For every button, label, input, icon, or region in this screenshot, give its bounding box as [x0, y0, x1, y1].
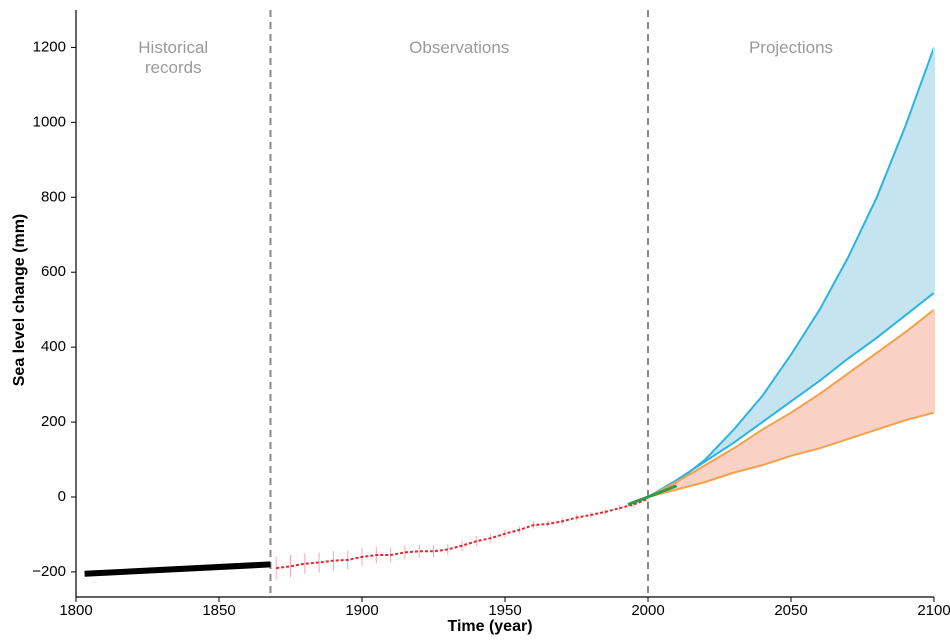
y-tick-label: 1200 — [33, 38, 66, 55]
region-label: Projections — [748, 38, 834, 57]
x-tick-label: 2100 — [917, 602, 950, 619]
observation-line — [276, 497, 649, 570]
band-edge — [647, 308, 935, 498]
y-tick-label: 200 — [41, 413, 66, 430]
region-label: Historical records — [138, 38, 209, 77]
band-edge — [647, 292, 935, 498]
x-tick-label: 1800 — [59, 602, 92, 619]
y-tick-label: 0 — [58, 488, 66, 505]
y-tick-label: 800 — [41, 188, 66, 205]
band-fill — [648, 47, 934, 497]
x-tick-label: 1950 — [488, 602, 521, 619]
data-line — [627, 484, 678, 506]
band-edge — [647, 411, 935, 498]
y-tick-label: 600 — [41, 263, 66, 280]
band-fill — [648, 309, 934, 497]
x-tick-label: 2000 — [631, 602, 664, 619]
y-tick-label: 400 — [41, 338, 66, 355]
x-tick-label: 1900 — [345, 602, 378, 619]
y-tick-label: 1000 — [33, 113, 66, 130]
region-label: Observations — [409, 38, 510, 57]
y-axis-label: Sea level change (mm) — [11, 214, 28, 387]
x-axis-label: Time (year) — [447, 618, 532, 635]
data-line — [84, 561, 271, 577]
x-tick-label: 2050 — [774, 602, 807, 619]
y-tick-label: −200 — [32, 563, 66, 580]
x-tick-label: 1850 — [202, 602, 235, 619]
